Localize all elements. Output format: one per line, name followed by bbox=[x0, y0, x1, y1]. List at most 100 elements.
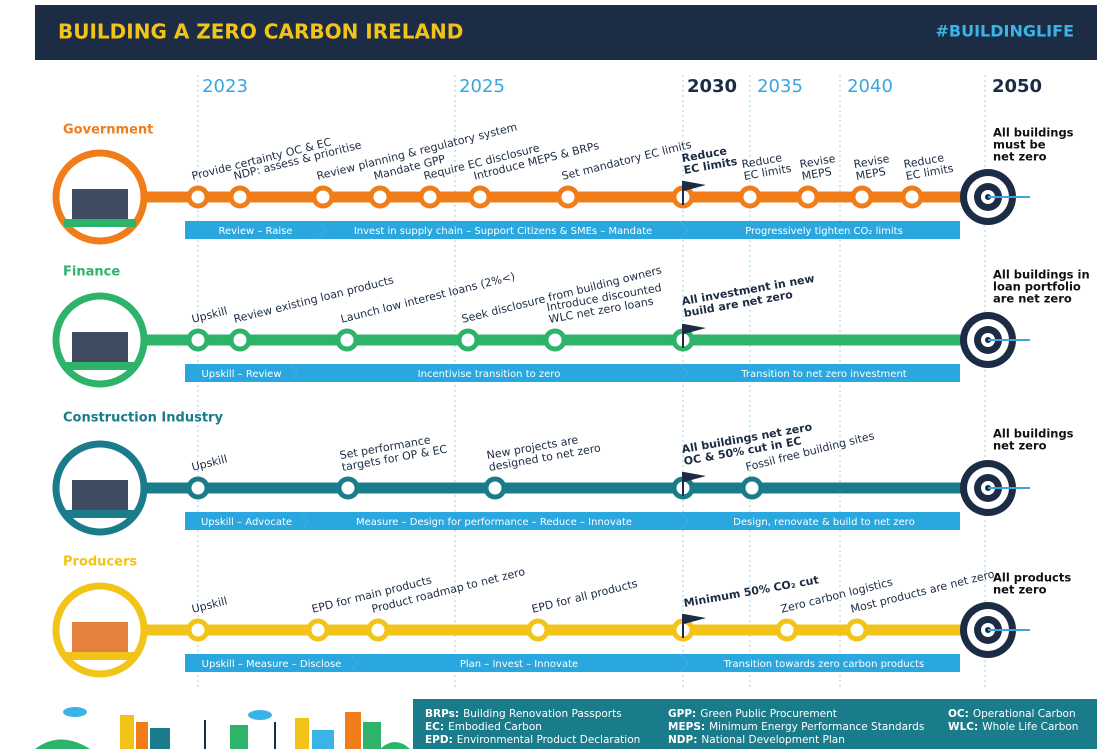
milestone bbox=[529, 621, 547, 639]
milestone bbox=[471, 188, 489, 206]
milestone bbox=[848, 621, 866, 639]
glossary-definition: Green Public Procurement bbox=[700, 708, 837, 720]
phase-label: Review – Raise bbox=[218, 226, 292, 237]
milestone bbox=[314, 188, 332, 206]
hashtag: #BUILDINGLIFE bbox=[935, 22, 1074, 41]
milestone-label: Upskill bbox=[190, 594, 228, 615]
milestone-text: EPD for all products bbox=[530, 577, 639, 616]
flag bbox=[684, 181, 706, 191]
milestone bbox=[546, 331, 564, 349]
milestone bbox=[743, 479, 761, 497]
infographic: BUILDING A ZERO CARBON IRELAND #BUILDING… bbox=[0, 0, 1107, 749]
flag bbox=[684, 472, 706, 482]
goal-text: are net zero bbox=[993, 292, 1072, 306]
lane-icon-detail bbox=[72, 332, 128, 362]
goal-text: net zero bbox=[993, 439, 1047, 453]
lane-icon-ground bbox=[64, 219, 136, 227]
glossary-definition: National Development Plan bbox=[701, 734, 844, 746]
phase-label: Upskill – Advocate bbox=[201, 517, 292, 528]
year-label: 2030 bbox=[687, 76, 737, 97]
lane-icon-detail bbox=[72, 189, 128, 219]
lane-icon-detail bbox=[72, 622, 128, 652]
glossary-definition: Embodied Carbon bbox=[448, 721, 542, 733]
lane-icon-ground bbox=[64, 362, 136, 370]
goal-text: net zero bbox=[993, 583, 1047, 597]
glossary-entry: GPP:Green Public Procurement bbox=[668, 708, 837, 720]
glossary-term: NDP: bbox=[668, 734, 697, 746]
year-label: 2035 bbox=[757, 76, 803, 97]
glossary-entry: NDP: National Development Plan bbox=[668, 734, 845, 746]
flag bbox=[684, 324, 706, 334]
milestone bbox=[486, 479, 504, 497]
glossary-term: EC: bbox=[425, 721, 444, 733]
milestone bbox=[369, 621, 387, 639]
milestone bbox=[741, 188, 759, 206]
city-illustration bbox=[35, 707, 410, 749]
milestone bbox=[371, 188, 389, 206]
milestone bbox=[421, 188, 439, 206]
milestone bbox=[853, 188, 871, 206]
title: BUILDING A ZERO CARBON IRELAND bbox=[58, 20, 463, 44]
lane-icon-ground bbox=[64, 510, 136, 518]
milestone bbox=[309, 621, 327, 639]
year-label: 2023 bbox=[202, 76, 248, 97]
milestone bbox=[799, 188, 817, 206]
milestone-label: Upskill bbox=[190, 304, 228, 325]
milestone-label: ReduceEC limits bbox=[741, 150, 793, 183]
milestone-label: EPD for all products bbox=[530, 577, 639, 616]
milestone bbox=[338, 331, 356, 349]
glossary-entry: EPD:Environmental Product Declaration bbox=[425, 734, 640, 746]
lane-name: Construction Industry bbox=[63, 411, 223, 426]
milestone-label: Set performancetargets for OP & EC bbox=[339, 431, 449, 474]
lane-name: Finance bbox=[63, 265, 120, 280]
phase-label: Progressively tighten CO₂ limits bbox=[745, 226, 903, 237]
goal-text: net zero bbox=[993, 150, 1047, 164]
milestone bbox=[559, 188, 577, 206]
milestone bbox=[903, 188, 921, 206]
phase-label: Incentivise transition to zero bbox=[418, 369, 561, 380]
phase-label: Invest in supply chain – Support Citizen… bbox=[354, 226, 652, 237]
glossary-definition: Operational Carbon bbox=[973, 708, 1076, 720]
milestone bbox=[778, 621, 796, 639]
phase-label: Upskill – Review bbox=[201, 369, 281, 380]
phase-label: Measure – Design for performance – Reduc… bbox=[356, 517, 632, 528]
glossary-entry: WLC: Whole Life Carbon bbox=[948, 721, 1078, 733]
lane-name: Producers bbox=[63, 555, 137, 570]
glossary-term: WLC: bbox=[948, 721, 978, 733]
year-label: 2025 bbox=[459, 76, 505, 97]
glossary-entry: OC: Operational Carbon bbox=[948, 708, 1076, 720]
glossary-definition: Whole Life Carbon bbox=[982, 721, 1078, 733]
milestone-text: Upskill bbox=[190, 594, 228, 615]
glossary-term: MEPS: bbox=[668, 721, 705, 733]
milestone bbox=[339, 479, 357, 497]
glossary-term: BRPs: bbox=[425, 708, 459, 720]
glossary-entry: EC: Embodied Carbon bbox=[425, 721, 542, 733]
milestone-text: Upskill bbox=[190, 304, 228, 325]
milestone bbox=[189, 331, 207, 349]
year-label: 2040 bbox=[847, 76, 893, 97]
phase-label: Transition to net zero investment bbox=[740, 369, 906, 380]
milestone bbox=[231, 188, 249, 206]
flag bbox=[684, 614, 706, 624]
phase-label: Plan – Invest – Innovate bbox=[460, 659, 578, 670]
glossary-entry: BRPs:Building Renovation Passports bbox=[425, 708, 622, 720]
milestone bbox=[189, 479, 207, 497]
milestone bbox=[459, 331, 477, 349]
glossary-definition: Minimum Energy Performance Standards bbox=[709, 721, 924, 733]
glossary-term: OC: bbox=[948, 708, 969, 720]
phase-label: Transition towards zero carbon products bbox=[723, 659, 925, 670]
milestone bbox=[189, 621, 207, 639]
lane-icon-detail bbox=[72, 480, 128, 510]
milestone bbox=[231, 331, 249, 349]
glossary-definition: Environmental Product Declaration bbox=[457, 734, 640, 746]
lane-name: Government bbox=[63, 123, 153, 138]
milestone-text: Upskill bbox=[190, 452, 228, 473]
lane-icon-ground bbox=[64, 652, 136, 660]
phase-label: Upskill – Measure – Disclose bbox=[202, 659, 342, 670]
milestone-label: Upskill bbox=[190, 452, 228, 473]
